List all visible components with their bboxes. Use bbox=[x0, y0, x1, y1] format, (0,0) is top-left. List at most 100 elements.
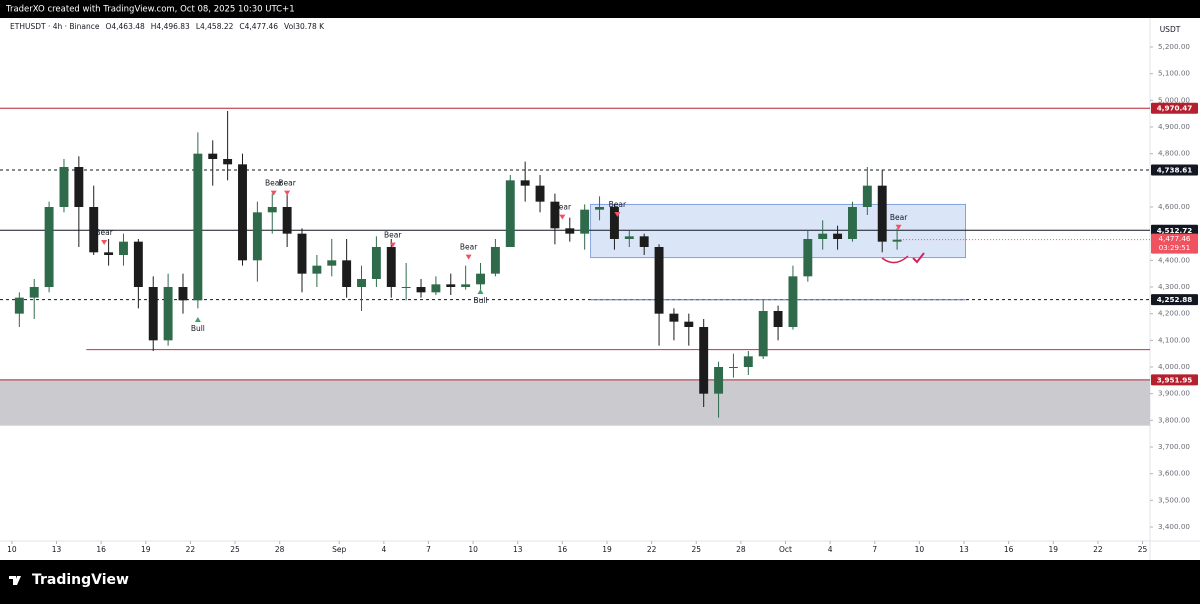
candle-body bbox=[669, 313, 679, 322]
candle-body bbox=[550, 201, 560, 229]
candle-body bbox=[892, 239, 902, 242]
y-tick-label: 4,900.00 bbox=[1158, 122, 1190, 131]
drawn-arc bbox=[881, 255, 909, 264]
signal-marker bbox=[559, 214, 566, 220]
candle-body bbox=[282, 207, 292, 234]
signal-label: Bear bbox=[384, 231, 402, 240]
y-tick-label: 3,800.00 bbox=[1158, 415, 1190, 424]
candle-body bbox=[714, 367, 724, 394]
level-tag bbox=[1151, 224, 1198, 236]
signal-marker bbox=[895, 224, 902, 230]
y-tick-label: 5,000.00 bbox=[1158, 95, 1190, 104]
signal-label: Bear bbox=[278, 179, 296, 188]
x-tick-label: 7 bbox=[426, 545, 431, 554]
x-tick-label: 13 bbox=[959, 545, 969, 554]
signal-label: Bull bbox=[473, 296, 487, 305]
candle-body bbox=[565, 228, 575, 234]
candle-body bbox=[490, 247, 500, 274]
brand: TradingView bbox=[32, 572, 129, 588]
y-tick-label: 3,500.00 bbox=[1158, 495, 1190, 504]
x-tick-label: 28 bbox=[736, 545, 746, 554]
signal-marker bbox=[389, 242, 396, 248]
candle-body bbox=[847, 207, 857, 239]
signal-marker bbox=[194, 317, 201, 322]
candle-body bbox=[609, 207, 619, 239]
level-tag-label: 4,512.72 bbox=[1157, 226, 1192, 235]
candle-body bbox=[788, 276, 798, 327]
signal-marker bbox=[465, 254, 472, 260]
signal-label: Bull bbox=[191, 324, 205, 333]
drawn-check bbox=[912, 252, 925, 264]
x-tick-label: Sep bbox=[332, 545, 346, 554]
x-tick-label: 10 bbox=[915, 545, 925, 554]
candle-body bbox=[312, 265, 322, 274]
signal-marker bbox=[270, 190, 277, 196]
signal-marker bbox=[614, 212, 621, 217]
x-tick-label: 25 bbox=[691, 545, 701, 554]
x-tick-label: 25 bbox=[1138, 545, 1148, 554]
x-tick-label: 16 bbox=[96, 545, 106, 554]
signal-label: Bear bbox=[890, 213, 908, 222]
signal-marker bbox=[284, 190, 291, 196]
candle-body bbox=[431, 284, 441, 293]
x-tick-label: 10 bbox=[7, 545, 17, 554]
price-tag bbox=[1151, 233, 1198, 254]
x-tick-label: 22 bbox=[647, 545, 657, 554]
candle-body bbox=[297, 233, 307, 274]
candle-body bbox=[119, 241, 128, 255]
candle-body bbox=[223, 159, 233, 165]
candle-body bbox=[148, 287, 158, 341]
info-item: L4,458.22 bbox=[196, 22, 234, 31]
candle-body bbox=[416, 287, 426, 293]
candle-body bbox=[14, 297, 24, 314]
x-tick-label: 19 bbox=[602, 545, 612, 554]
candle-body bbox=[639, 236, 649, 247]
x-tick-label: Oct bbox=[779, 545, 792, 554]
candle-body bbox=[193, 153, 203, 301]
candle-body bbox=[29, 287, 39, 298]
y-tick-label: 3,900.00 bbox=[1158, 389, 1190, 398]
y-tick-label: 4,000.00 bbox=[1158, 362, 1190, 371]
candle-body bbox=[728, 367, 738, 368]
candle-body bbox=[580, 209, 590, 234]
signal-marker bbox=[101, 240, 108, 245]
info-item: C4,477.46 bbox=[239, 22, 278, 31]
candle-body bbox=[773, 311, 783, 327]
candle-body bbox=[401, 287, 411, 288]
candle-body bbox=[758, 311, 768, 357]
signal-label: Bear bbox=[554, 203, 572, 212]
candle-body bbox=[133, 241, 143, 287]
info-item: H4,496.83 bbox=[151, 22, 190, 31]
candle-body bbox=[59, 167, 69, 207]
candle-body bbox=[699, 327, 709, 394]
y-axis-title: USDT bbox=[1160, 25, 1181, 34]
y-tick-label: 4,300.00 bbox=[1158, 282, 1190, 291]
signal-label: Bear bbox=[609, 200, 627, 209]
candle-body bbox=[104, 252, 114, 255]
candle-body bbox=[654, 247, 664, 314]
y-tick-label: 5,100.00 bbox=[1158, 69, 1190, 78]
candle-body bbox=[520, 180, 530, 186]
x-tick-label: 13 bbox=[513, 545, 523, 554]
candle-body bbox=[74, 167, 84, 207]
price-tag-label: 4,477.46 bbox=[1158, 234, 1190, 243]
candle-body bbox=[327, 260, 337, 266]
candle-body bbox=[877, 185, 887, 242]
candle-body bbox=[535, 185, 545, 202]
level-tag bbox=[1151, 164, 1198, 176]
candle-body bbox=[238, 164, 247, 261]
candle-body bbox=[178, 287, 188, 301]
info-item: Vol30.78 K bbox=[284, 22, 325, 31]
candle-body bbox=[476, 273, 485, 285]
level-tag bbox=[1151, 374, 1198, 386]
candle-body bbox=[624, 236, 634, 239]
info-item: O4,463.48 bbox=[105, 22, 145, 31]
x-tick-label: 19 bbox=[141, 545, 151, 554]
signal-marker bbox=[477, 289, 484, 294]
brand-logo bbox=[9, 576, 21, 585]
zone bbox=[0, 379, 1150, 426]
candle-body bbox=[818, 233, 828, 239]
price-tag-countdown: 03:29:51 bbox=[1159, 244, 1190, 252]
x-tick-label: 25 bbox=[230, 545, 240, 554]
